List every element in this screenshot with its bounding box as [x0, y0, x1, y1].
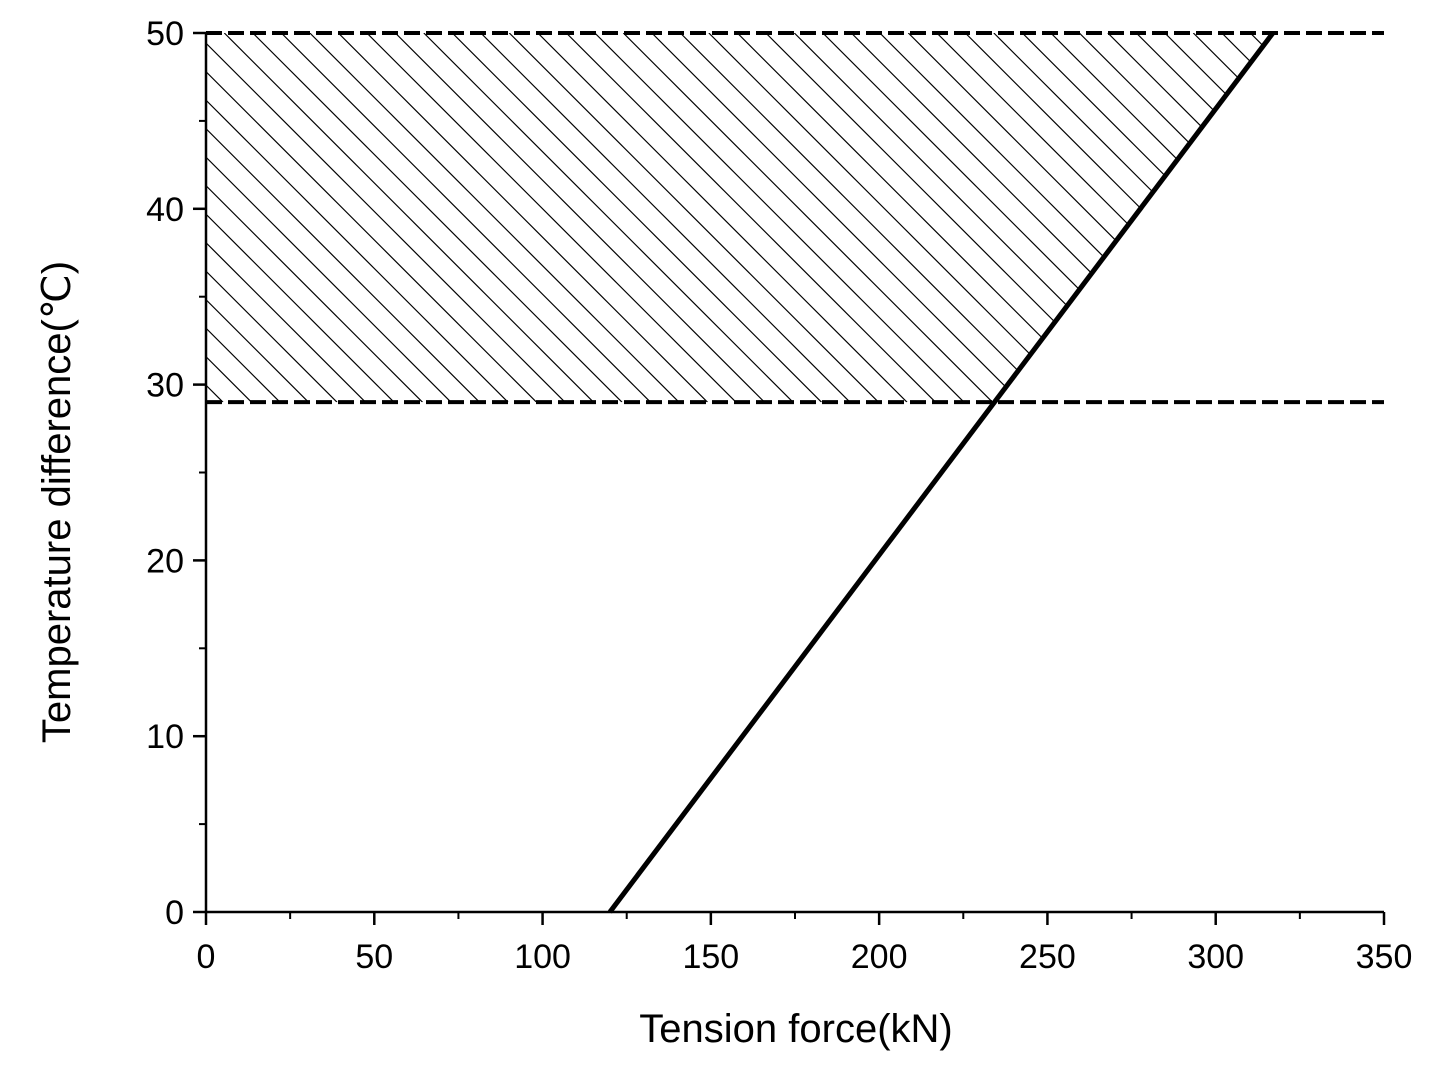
y-tick-label: 40 [146, 191, 184, 229]
hatch-line [206, 33, 224, 403]
hatch-line [394, 33, 765, 403]
x-tick-label: 50 [355, 938, 393, 976]
y-ticks: 0 10 20 30 40 50 [146, 15, 206, 932]
hatch-line [679, 33, 1050, 403]
hatch-line [252, 33, 623, 403]
solid-line [607, 31, 1275, 914]
y-axis-title: Temperature difference(℃) [35, 261, 79, 743]
hatch-line [206, 33, 309, 403]
hatch-line [0, 33, 166, 402]
hatch-line [223, 33, 594, 403]
hatch-line [736, 33, 1107, 403]
hatch-line [651, 33, 1022, 403]
hatch-line [206, 33, 281, 403]
y-tick-label: 10 [146, 718, 184, 756]
hatch-line [1336, 33, 1431, 402]
hatch-line [594, 33, 965, 403]
hatch-line [206, 33, 423, 403]
x-tick-label: 0 [197, 938, 216, 976]
hatch-line [206, 33, 395, 403]
hatch-line [451, 33, 822, 403]
hatch-line [508, 33, 879, 403]
hatch-line [936, 33, 1273, 403]
hatch-line [206, 33, 480, 403]
hatch-line [1364, 33, 1431, 402]
hatch-line [206, 33, 566, 403]
hatch-line [1249, 33, 1273, 403]
hatch-line [337, 33, 708, 403]
hatch-line [1021, 33, 1273, 403]
hatch-line [879, 33, 1250, 403]
hatch-line [1107, 33, 1273, 403]
hatch-line [907, 33, 1273, 403]
hatch-line [366, 33, 737, 403]
hatch-line [309, 33, 680, 403]
x-tick-label: 100 [514, 938, 571, 976]
hatch-line [206, 33, 338, 403]
x-ticks: 0 50 100 150 200 250 300 350 [197, 912, 1413, 976]
hatch-line [480, 33, 851, 403]
hatch-line [206, 33, 537, 403]
hatch-line [1050, 33, 1273, 403]
y-tick-label: 30 [146, 367, 184, 405]
hatch-line [1279, 33, 1431, 402]
hatch-line [1421, 33, 1431, 402]
hatch-line [206, 33, 366, 403]
hatch-line [280, 33, 651, 403]
x-tick-label: 300 [1187, 938, 1244, 976]
hatch-line [708, 33, 1079, 403]
x-tick-label: 150 [682, 938, 739, 976]
hatch-line [793, 33, 1164, 403]
hatch-line [1393, 33, 1431, 402]
x-tick-label: 200 [851, 938, 908, 976]
hatch-line [765, 33, 1136, 403]
y-tick-label: 20 [146, 542, 184, 580]
series-lines [607, 31, 1275, 914]
hatch-region [0, 33, 1431, 403]
hatch-line [622, 33, 993, 403]
hatch-line [423, 33, 794, 403]
y-tick-label: 0 [165, 894, 184, 932]
x-axis-title: Tension force(kN) [639, 1007, 952, 1051]
x-tick-label: 350 [1356, 938, 1413, 976]
reference-lines [206, 31, 1384, 405]
hatch-line [565, 33, 936, 403]
hatch-line [964, 33, 1273, 403]
hatch-line [993, 33, 1273, 403]
hatch-line [1307, 33, 1431, 402]
y-tick-label: 50 [146, 15, 184, 53]
hatch-line [1221, 33, 1273, 403]
x-tick-label: 250 [1019, 938, 1076, 976]
hatch-line [1135, 33, 1273, 403]
hatch-line [206, 33, 509, 403]
hatch-line [1164, 33, 1273, 403]
hatch-line [537, 33, 908, 403]
hatch-line [206, 33, 452, 403]
